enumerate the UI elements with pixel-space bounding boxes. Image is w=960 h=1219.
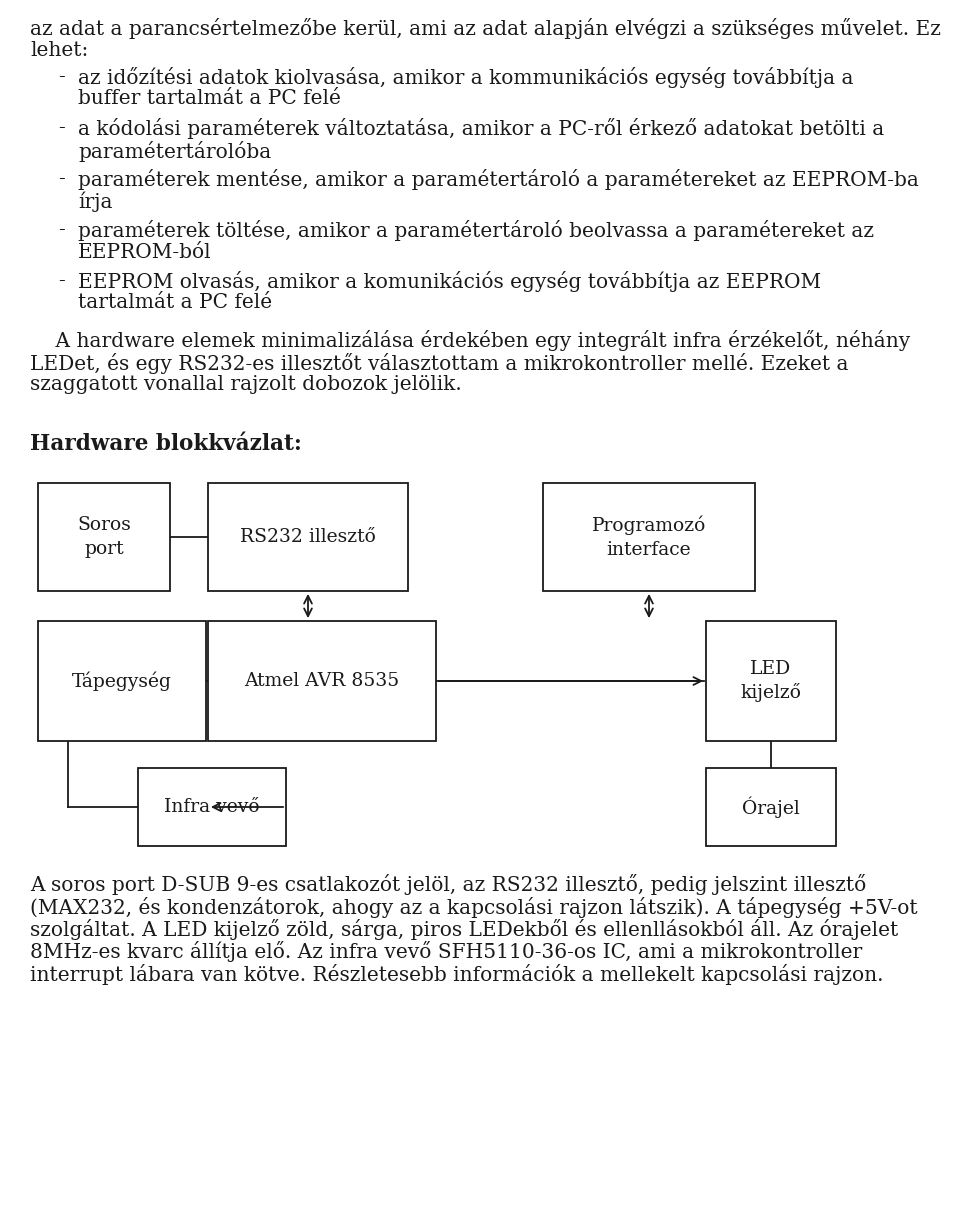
- Text: paramétertárolóba: paramétertárolóba: [78, 140, 272, 161]
- Text: -: -: [58, 118, 64, 137]
- Text: paraméterek mentése, amikor a paramétertároló a paramétereket az EEPROM-ba: paraméterek mentése, amikor a paramétert…: [78, 169, 919, 190]
- Text: (MAX232, és kondenzátorok, ahogy az a kapcsolási rajzon látszik). A tápegység +5: (MAX232, és kondenzátorok, ahogy az a ka…: [30, 896, 918, 918]
- Bar: [208, 483, 408, 591]
- Text: írja: írja: [78, 191, 112, 212]
- Text: RS232 illesztő: RS232 illesztő: [240, 528, 376, 546]
- Text: 8MHz-es kvarc állítja elő. Az infra vevő SFH5110-36-os IC, ami a mikrokontroller: 8MHz-es kvarc állítja elő. Az infra vevő…: [30, 941, 862, 963]
- Text: A hardware elemek minimalizálása érdekében egy integrált infra érzékelőt, néhány: A hardware elemek minimalizálása érdekéb…: [30, 330, 910, 351]
- Bar: [543, 483, 755, 591]
- Text: tartalmát a PC felé: tartalmát a PC felé: [78, 294, 272, 312]
- Text: a kódolási paraméterek változtatása, amikor a PC-ről érkező adatokat betölti a: a kódolási paraméterek változtatása, ami…: [78, 118, 884, 139]
- Text: Órajel: Órajel: [742, 796, 800, 818]
- Bar: [706, 620, 836, 741]
- Text: Programozó
interface: Programozó interface: [591, 516, 707, 558]
- Text: A soros port D-SUB 9-es csatlakozót jelöl, az RS232 illesztő, pedig jelszint ill: A soros port D-SUB 9-es csatlakozót jelö…: [30, 874, 866, 895]
- Text: Tápegység: Tápegység: [72, 672, 172, 691]
- Bar: [38, 620, 206, 741]
- Text: lehet:: lehet:: [30, 40, 88, 60]
- Text: -: -: [58, 67, 64, 87]
- Bar: [138, 768, 286, 846]
- Text: Soros
port: Soros port: [77, 516, 131, 558]
- Text: Atmel AVR 8535: Atmel AVR 8535: [245, 672, 399, 690]
- Bar: [706, 768, 836, 846]
- Text: -: -: [58, 271, 64, 290]
- Text: interrupt lábara van kötve. Részletesebb információk a mellekelt kapcsolási rajz: interrupt lábara van kötve. Részletesebb…: [30, 964, 883, 985]
- Text: Infra vevő: Infra vevő: [164, 798, 260, 816]
- Bar: [208, 620, 436, 741]
- Text: szolgáltat. A LED kijelző zöld, sárga, piros LEDekből és ellenllásokból áll. Az : szolgáltat. A LED kijelző zöld, sárga, p…: [30, 919, 899, 940]
- Text: EEPROM olvasás, amikor a komunikációs egység továbbítja az EEPROM: EEPROM olvasás, amikor a komunikációs eg…: [78, 271, 821, 293]
- Text: LED
kijelző: LED kijelző: [740, 659, 802, 702]
- Text: -: -: [58, 169, 64, 188]
- Bar: [38, 483, 170, 591]
- Text: paraméterek töltése, amikor a paramétertároló beolvassa a paramétereket az: paraméterek töltése, amikor a paramétert…: [78, 219, 874, 241]
- Text: -: -: [58, 219, 64, 239]
- Text: EEPROM-ból: EEPROM-ból: [78, 243, 211, 262]
- Text: az időzítési adatok kiolvasása, amikor a kommunikációs egység továbbítja a: az időzítési adatok kiolvasása, amikor a…: [78, 67, 853, 88]
- Text: szaggatott vonallal rajzolt dobozok jelölik.: szaggatott vonallal rajzolt dobozok jelö…: [30, 375, 462, 394]
- Text: az adat a parancsértelmezőbe kerül, ami az adat alapján elvégzi a szükséges műve: az adat a parancsértelmezőbe kerül, ami …: [30, 18, 941, 39]
- Text: LEDet, és egy RS232-es illesztőt választottam a mikrokontroller mellé. Ezeket a: LEDet, és egy RS232-es illesztőt választ…: [30, 352, 849, 373]
- Text: buffer tartalmát a PC felé: buffer tartalmát a PC felé: [78, 89, 341, 108]
- Text: Hardware blokkvázlat:: Hardware blokkvázlat:: [30, 433, 301, 455]
